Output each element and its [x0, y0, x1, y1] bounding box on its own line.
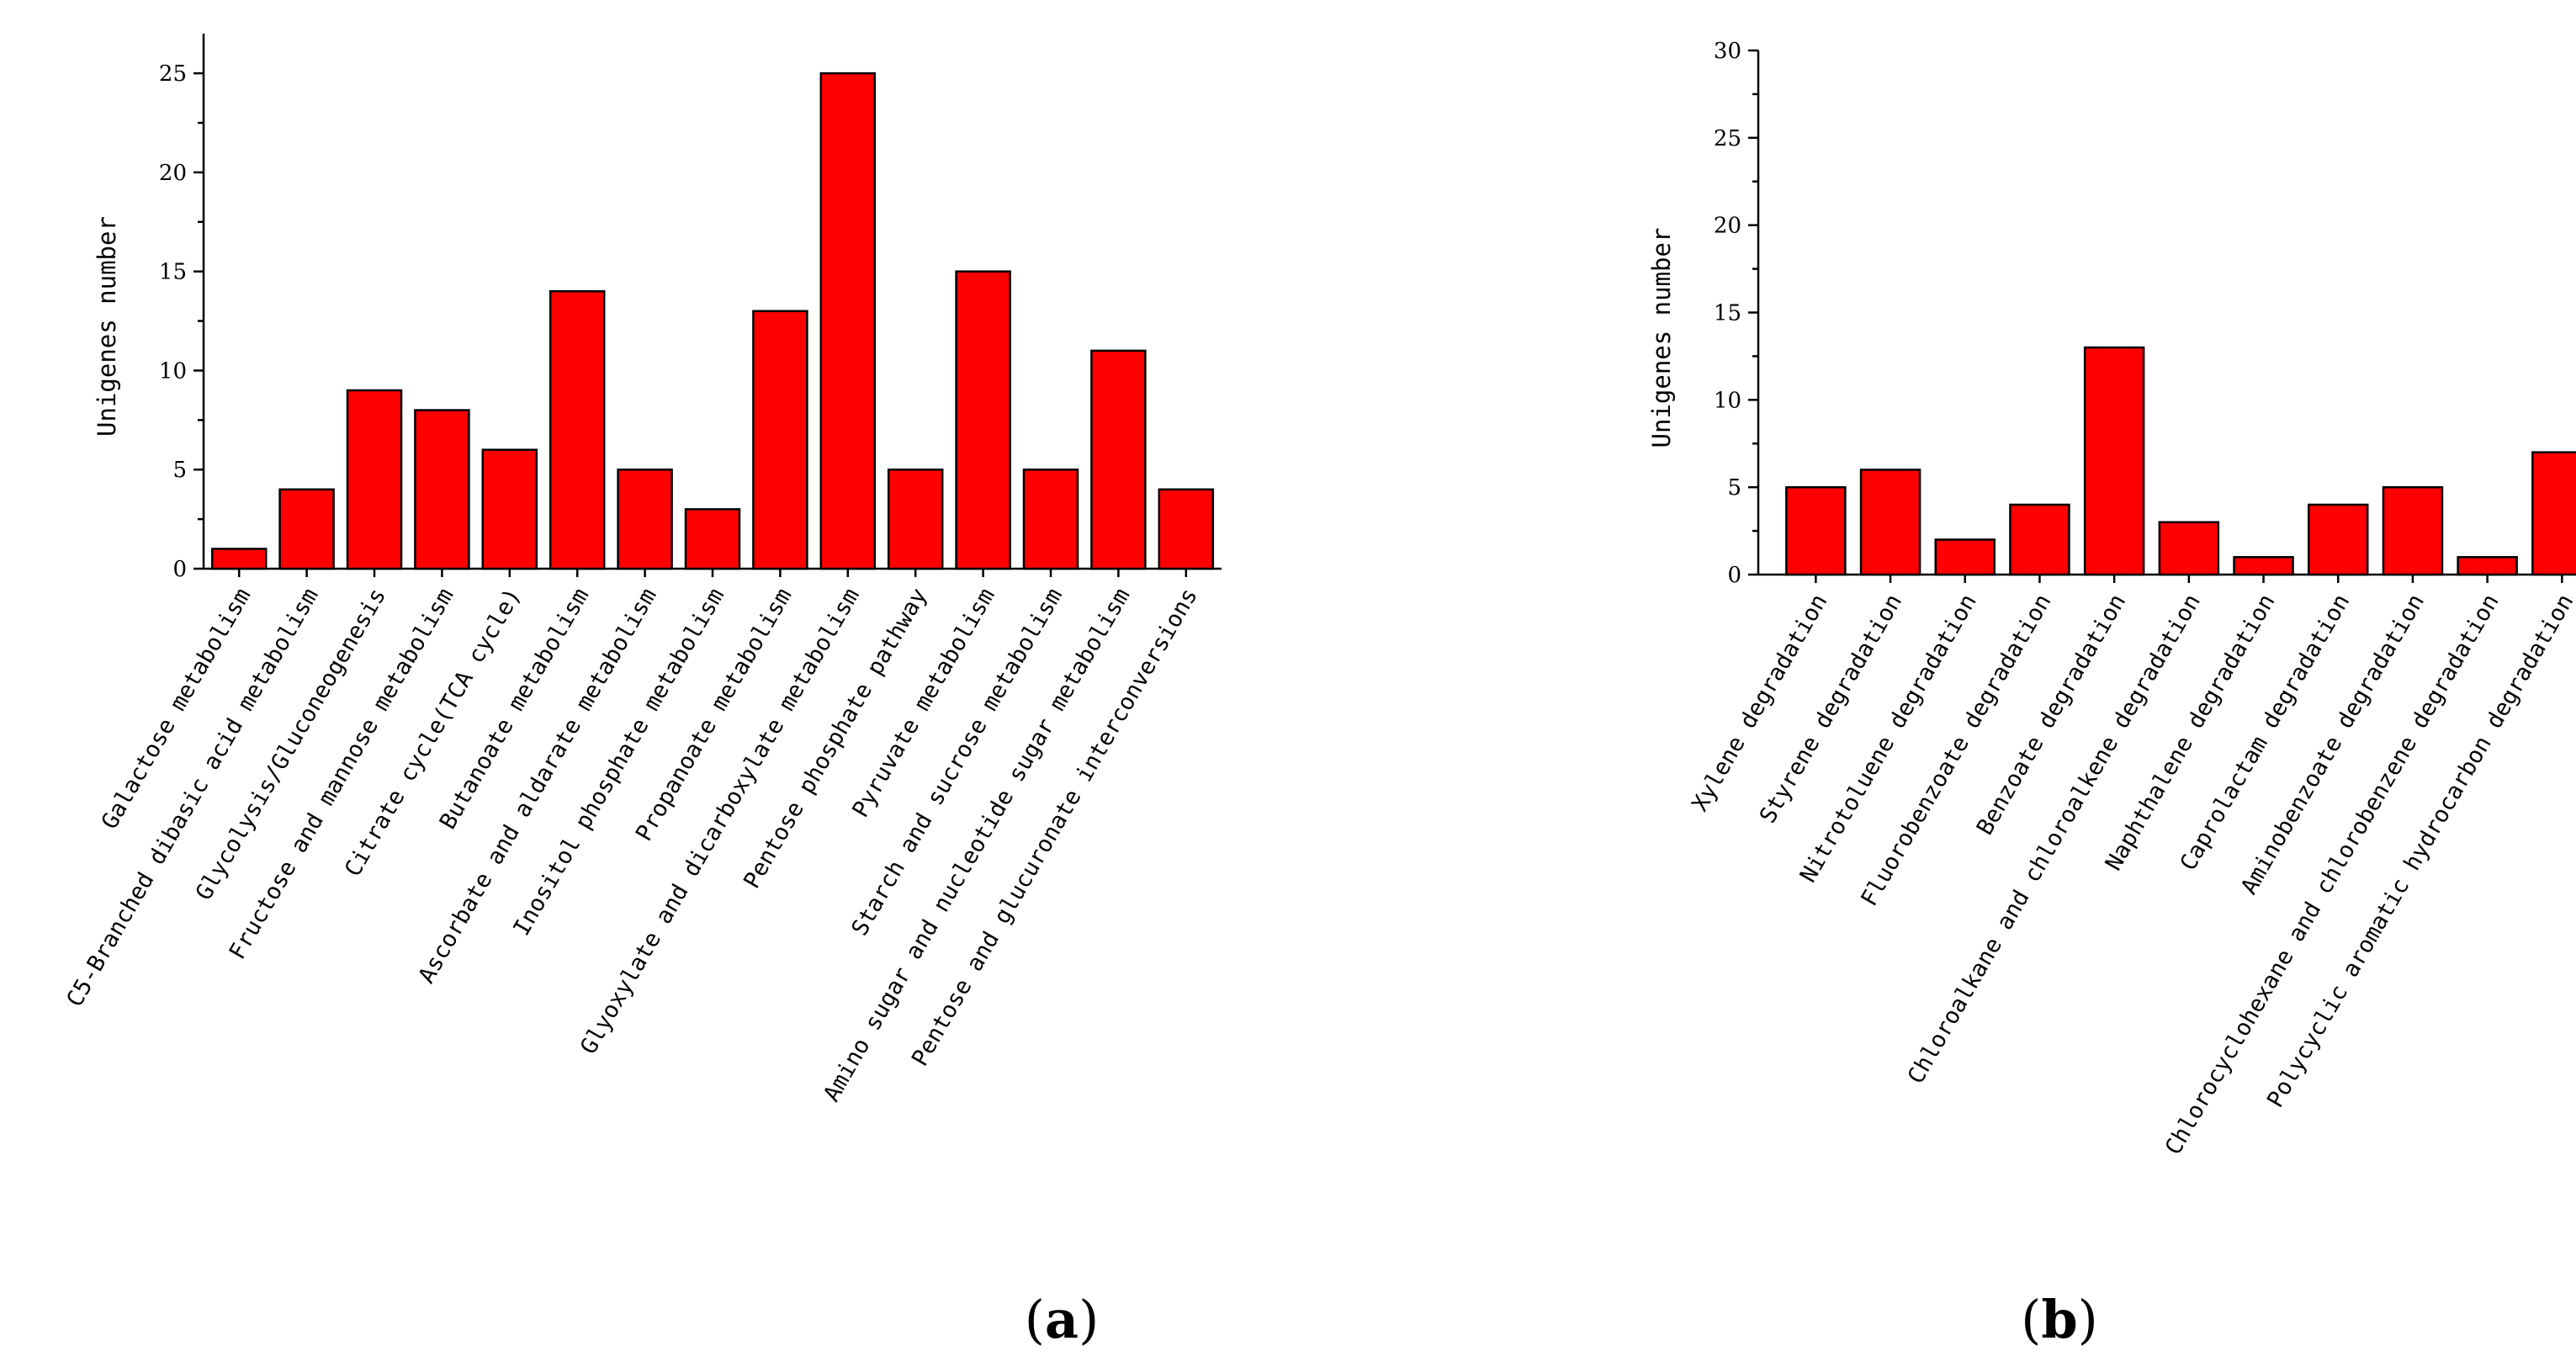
bar: [1859, 469, 1921, 576]
bar: [2308, 503, 2369, 576]
bar: [1090, 349, 1147, 570]
bar: [955, 270, 1011, 570]
panel-letter: b: [2041, 1289, 2077, 1350]
y-tick-label: 0: [1727, 563, 1741, 588]
bar: [1158, 488, 1215, 570]
bar: [2382, 485, 2444, 576]
x-category-label: Chloroalkane and chloroalkene degradatio…: [1903, 590, 2206, 1089]
x-category-label: Styrene degradation: [1755, 590, 1907, 828]
bar: [549, 289, 606, 570]
bar: [481, 448, 538, 570]
y-axis-title: Unigenes number: [93, 216, 121, 437]
bar: [2158, 521, 2220, 576]
bar: [2531, 451, 2576, 576]
bar: [210, 548, 268, 570]
x-category-label: Xylene degradation: [1687, 590, 1832, 816]
bar: [278, 488, 335, 570]
panel-label: (b): [2021, 1289, 2098, 1350]
y-tick-label: 30: [1714, 39, 1741, 64]
bar: [684, 508, 741, 570]
y-tick-label: 0: [172, 557, 187, 582]
y-tick-label: 15: [159, 260, 187, 285]
y-tick-label: 25: [1714, 126, 1741, 151]
bar: [346, 389, 403, 570]
x-category-label: Benzoate degradation: [1972, 590, 2131, 840]
y-tick-label: 15: [1714, 301, 1741, 326]
panel-letter: a: [1045, 1289, 1079, 1350]
chart-b: 0 5 10 15 20 25 30 Unigenes number Xylene degrad…: [1647, 39, 2576, 1350]
bar: [1785, 485, 1847, 576]
x-category-label: C5-Branched dibasic acid metabolism: [61, 584, 323, 1011]
bar: [887, 468, 944, 570]
y-tick-label: 20: [159, 161, 187, 186]
bar: [2233, 555, 2294, 576]
bar: [752, 310, 808, 570]
y-axis-title: Unigenes number: [1647, 228, 1676, 448]
bar: [617, 468, 673, 570]
y-tick-label: 5: [172, 458, 187, 483]
bar: [819, 72, 877, 570]
bar: [2083, 346, 2145, 576]
bar: [414, 409, 470, 570]
y-tick-label: 20: [1714, 214, 1741, 239]
y-tick-label: 10: [159, 358, 187, 384]
bar: [2009, 503, 2070, 576]
panel-label: (a): [1025, 1289, 1100, 1350]
y-tick-label: 5: [1727, 475, 1741, 501]
bar: [1022, 468, 1079, 570]
bar: [2457, 555, 2518, 576]
y-tick-label: 25: [159, 61, 187, 87]
bar: [1934, 538, 1996, 576]
y-tick-label: 10: [1714, 388, 1741, 413]
